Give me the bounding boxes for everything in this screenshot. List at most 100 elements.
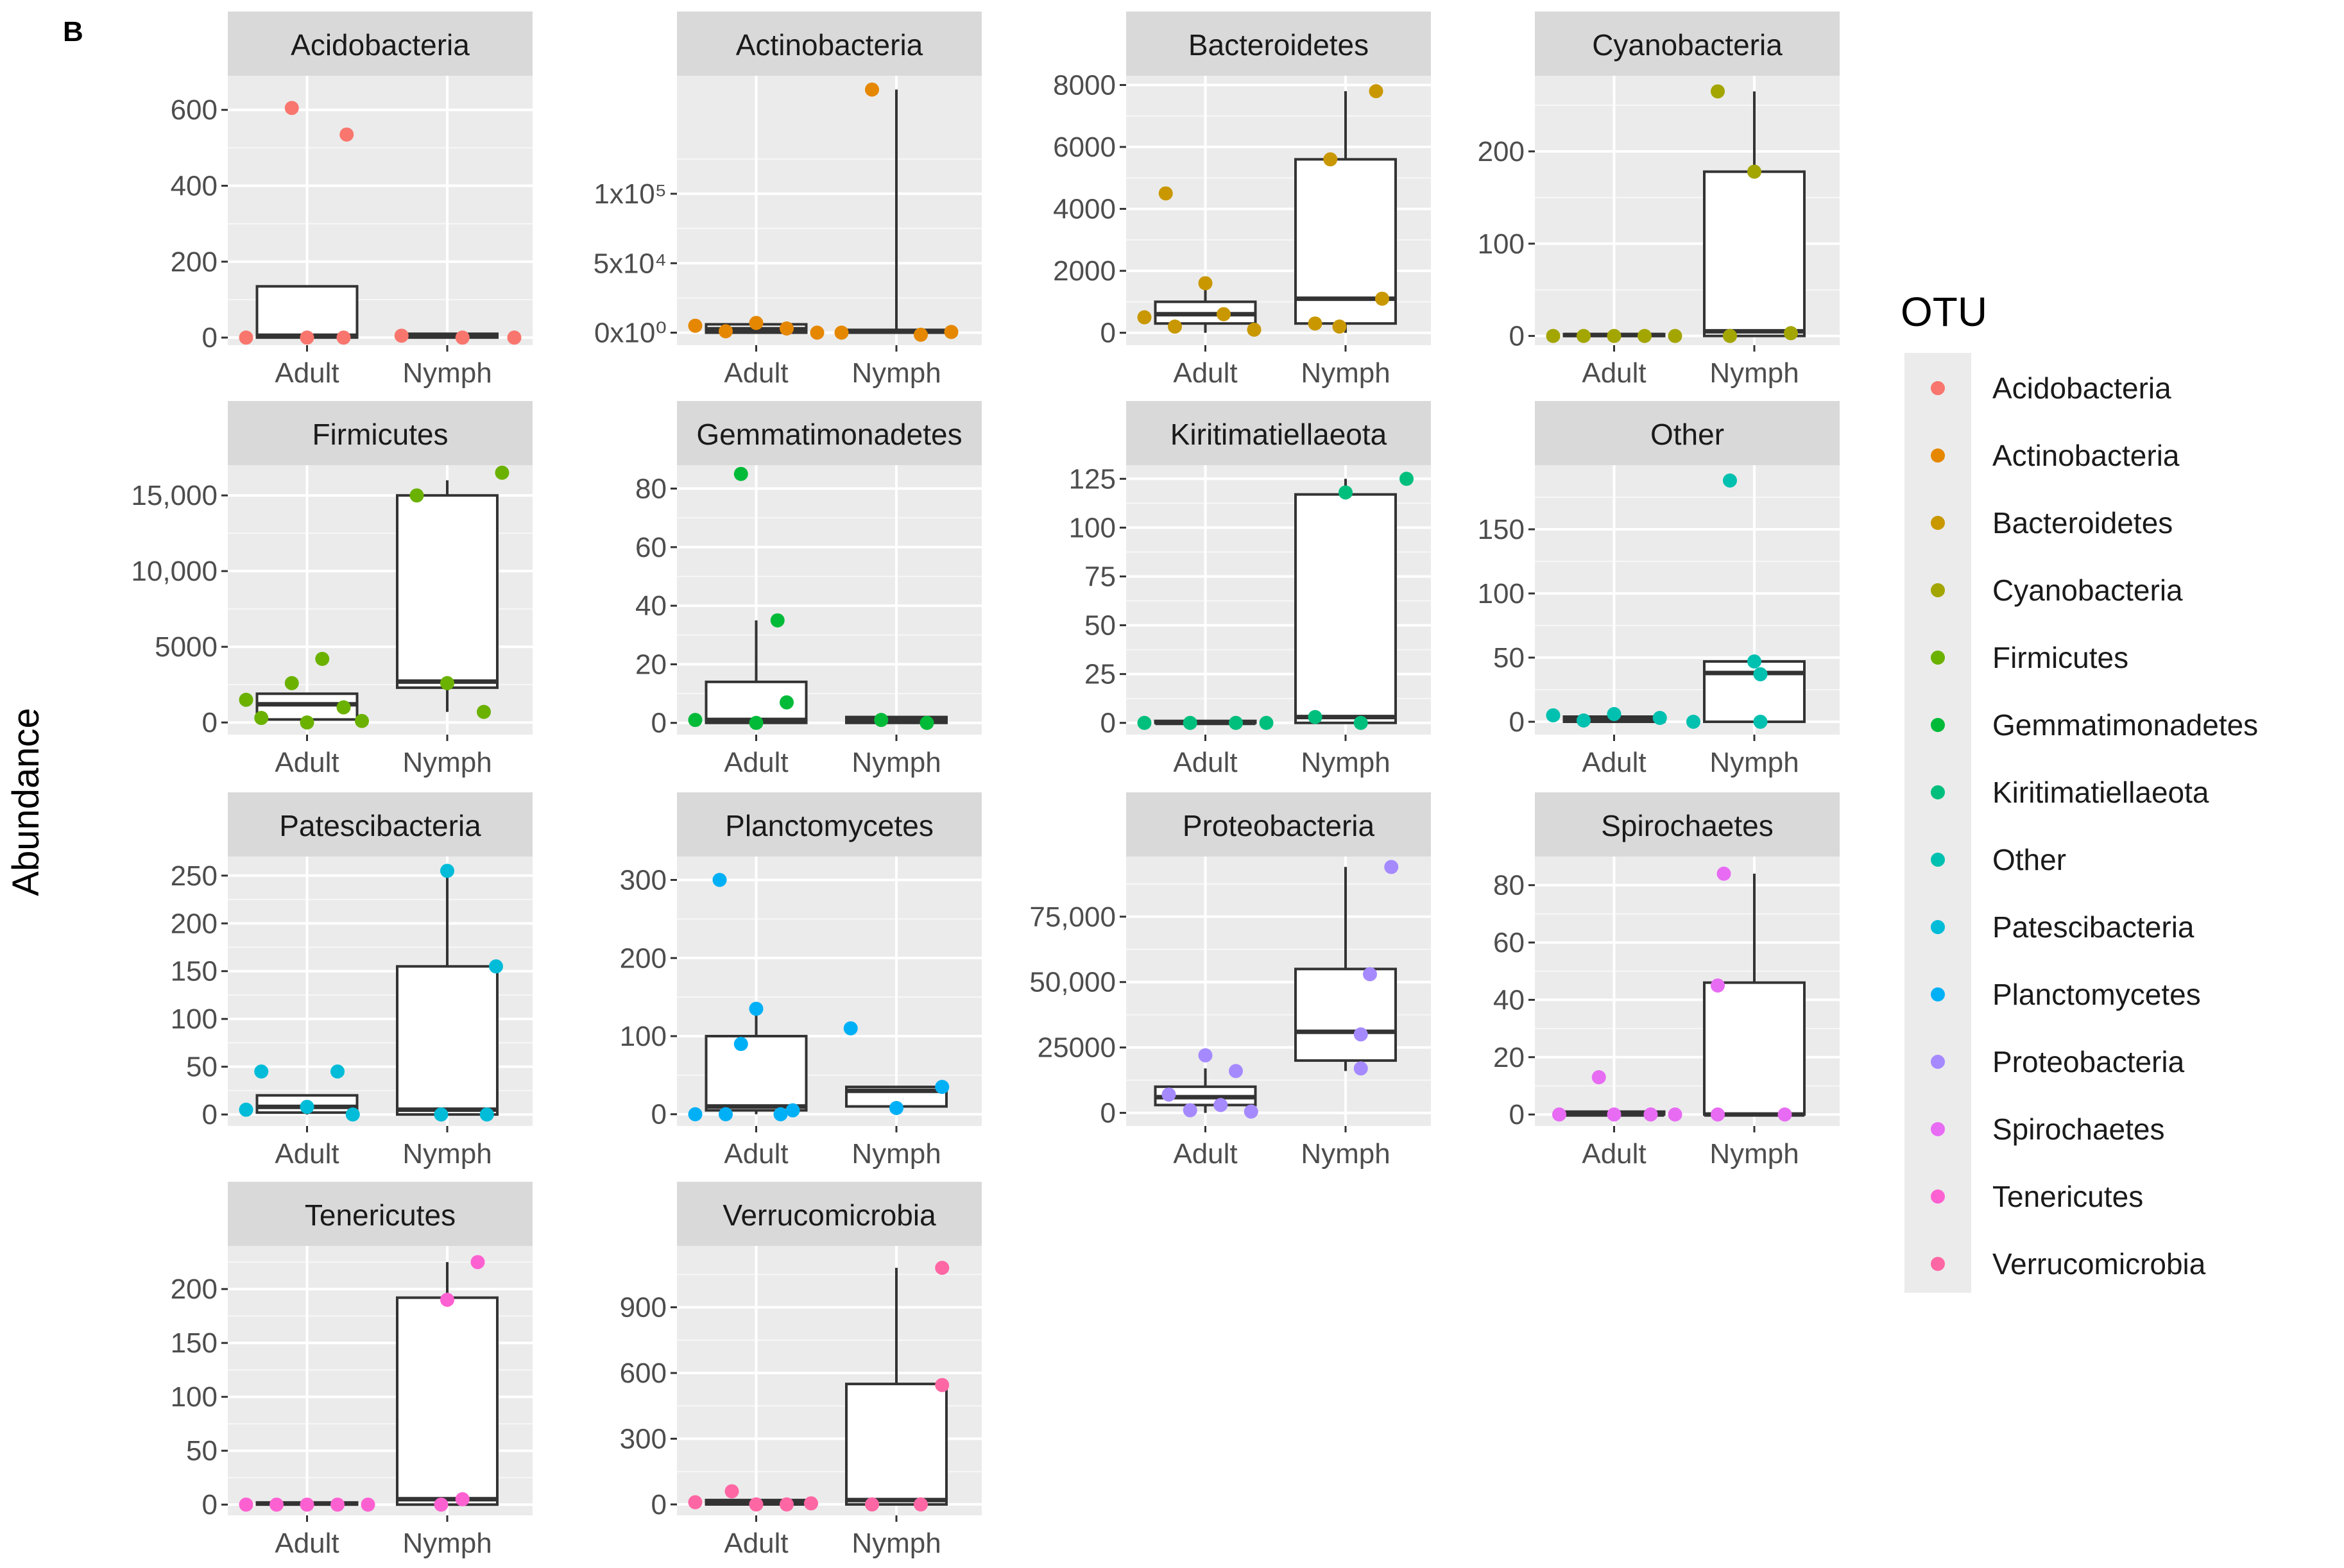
data-point [239, 1497, 253, 1512]
legend-key [1931, 718, 1945, 732]
data-point [1652, 711, 1667, 725]
x-tick-label: Adult [1173, 357, 1237, 389]
legend-label: Spirochaetes [1992, 1112, 2165, 1146]
legend-entry: Proteobacteria [1931, 1045, 2185, 1078]
facet-strip [1126, 792, 1431, 856]
data-point [914, 1497, 928, 1512]
y-tick-label: 1x10⁵ [594, 178, 667, 210]
data-point [269, 1497, 284, 1512]
legend-label: Acidobacteria [1992, 371, 2171, 405]
data-point [507, 330, 522, 345]
legend-key [1931, 381, 1945, 395]
legend-entry: Cyanobacteria [1931, 574, 2183, 607]
y-tick-label: 40 [1493, 984, 1525, 1016]
legend-key [1931, 1257, 1945, 1271]
x-tick-label: Nymph [851, 357, 941, 389]
data-point [1158, 186, 1173, 201]
data-point [489, 959, 503, 974]
box [396, 1296, 499, 1506]
box [396, 965, 499, 1116]
box [1294, 967, 1397, 1062]
data-point [865, 1497, 879, 1512]
legend-entry: Gemmatimonadetes [1931, 708, 2258, 742]
y-tick-label: 600 [620, 1358, 667, 1389]
data-point [944, 325, 959, 339]
data-point [1546, 708, 1561, 722]
data-point [1753, 715, 1768, 729]
facet-planctomycetes: Planctomycetes 0 100 200 300 Adult Nymph [620, 792, 982, 1170]
data-point [330, 1497, 345, 1512]
x-tick-label: Adult [724, 1528, 788, 1559]
data-point [284, 101, 299, 115]
y-tick-label: 900 [620, 1292, 667, 1324]
data-point [773, 1107, 788, 1121]
data-point [239, 330, 253, 345]
y-tick-label: 200 [171, 246, 218, 278]
data-point [1213, 1098, 1228, 1112]
y-tick-label: 0 [202, 1489, 218, 1521]
y-tick-label: 100 [171, 1381, 218, 1413]
data-point [1686, 715, 1700, 729]
data-point [804, 1496, 818, 1511]
y-tick-label: 0x10⁰ [594, 318, 667, 349]
data-point [1399, 472, 1414, 486]
y-tick-label: 100 [171, 1003, 218, 1035]
y-tick-label: 60 [635, 532, 667, 563]
data-point [336, 700, 351, 715]
legend-key [1931, 920, 1945, 934]
legend-label: Actinobacteria [1992, 439, 2180, 472]
data-point [440, 1293, 454, 1307]
facet-strip [228, 12, 533, 76]
data-point [770, 613, 785, 627]
data-point [239, 692, 253, 707]
facet-title: Other [1650, 418, 1724, 451]
y-tick-label: 0 [1509, 1099, 1525, 1130]
data-point [1259, 715, 1274, 730]
y-tick-label: 80 [1493, 870, 1525, 901]
data-point [1552, 1107, 1566, 1122]
data-point [1183, 1103, 1197, 1118]
facet-strip [228, 401, 533, 465]
y-tick-label: 50,000 [1029, 967, 1116, 998]
x-tick-label: Nymph [1301, 747, 1390, 778]
data-point [455, 1492, 470, 1506]
y-tick-label: 300 [620, 1423, 667, 1454]
y-tick-label: 0 [1100, 708, 1116, 739]
data-point [1198, 276, 1213, 291]
legend: OTU Acidobacteria Actinobacteria Bacteroid… [1901, 289, 2258, 1293]
data-point [719, 324, 733, 339]
facet-kiritimatiellaeota: Kiritimatiellaeota 0 25 50 75 100 125 Adult Nymp… [1069, 401, 1431, 778]
y-tick-label: 40 [635, 590, 667, 622]
y-tick-label: 100 [1069, 512, 1116, 543]
facet-title: Acidobacteria [291, 28, 470, 62]
facet-cyanobacteria: Cyanobacteria 0 100 200 Adult Nymph [1478, 12, 1840, 389]
data-point [1229, 1064, 1243, 1078]
data-point [1353, 715, 1368, 730]
y-tick-label: 0 [651, 1489, 667, 1521]
data-point [339, 127, 354, 142]
data-point [409, 488, 424, 503]
y-tick-label: 0 [202, 707, 218, 738]
data-point [874, 713, 889, 728]
y-tick-label: 50 [186, 1435, 218, 1467]
y-tick-label: 75,000 [1029, 901, 1116, 933]
legend-label: Bacteroidetes [1992, 506, 2173, 540]
y-tick-label: 50 [1084, 610, 1116, 642]
y-tick-label: 200 [1478, 136, 1525, 167]
y-axis-label: Abundance [5, 708, 47, 896]
x-tick-label: Nymph [1709, 1138, 1799, 1170]
data-point [733, 1037, 748, 1052]
x-tick-label: Adult [275, 357, 339, 389]
data-point [1747, 164, 1761, 179]
x-tick-label: Adult [1173, 747, 1237, 778]
data-point [712, 873, 727, 887]
panel-label: B [63, 16, 83, 47]
data-point [1784, 326, 1798, 341]
data-point [1137, 715, 1152, 730]
facet-title: Gemmatimonadetes [696, 418, 962, 451]
x-tick-label: Adult [1582, 357, 1646, 389]
data-point [300, 715, 314, 730]
data-point [495, 465, 509, 480]
legend-label: Proteobacteria [1992, 1045, 2185, 1078]
facet-title: Bacteroidetes [1188, 28, 1369, 62]
